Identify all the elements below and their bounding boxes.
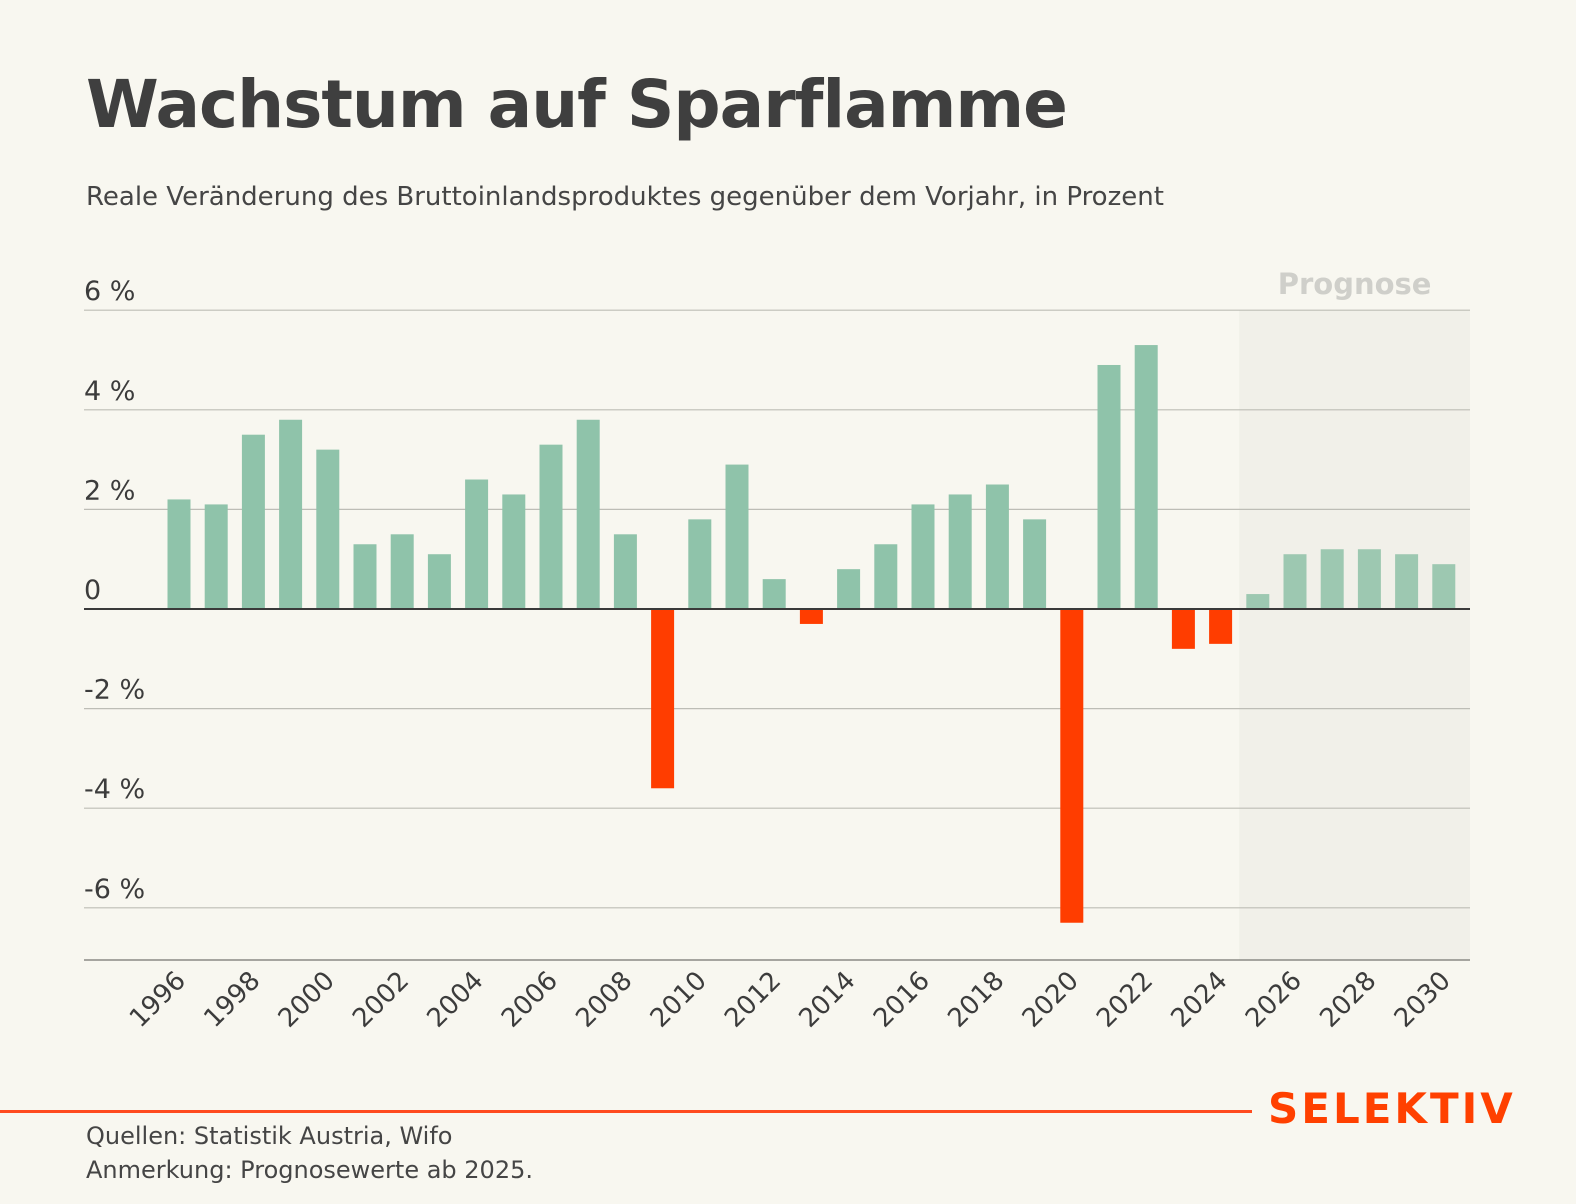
- forecast-region: [1239, 310, 1470, 960]
- bar-2022: [1134, 345, 1158, 609]
- x-tick-label: 2002: [347, 966, 415, 1034]
- bar-2026: [1283, 554, 1307, 609]
- bar-2018: [985, 484, 1009, 609]
- bar-2017: [948, 494, 972, 609]
- bar-1998: [241, 434, 265, 609]
- bar-2013: [799, 609, 823, 624]
- chart-title: Wachstum auf Sparflamme: [86, 66, 1068, 143]
- x-tick-label: 2004: [422, 966, 490, 1034]
- bar-2019: [1023, 519, 1047, 609]
- x-tick-label: 2020: [1017, 966, 1085, 1034]
- sources-note: Quellen: Statistik Austria, Wifo: [86, 1122, 453, 1150]
- bar-2021: [1097, 364, 1121, 609]
- bar-2001: [353, 544, 377, 609]
- x-tick-label: 2008: [570, 966, 638, 1034]
- y-tick-label: -6 %: [84, 874, 145, 905]
- y-tick-label: 2 %: [84, 475, 135, 506]
- x-tick-label: 2022: [1091, 966, 1159, 1034]
- forecast-note: Anmerkung: Prognosewerte ab 2025.: [86, 1156, 533, 1184]
- x-tick-label: 2000: [273, 966, 341, 1034]
- chart-subtitle: Reale Veränderung des Bruttoinlandsprodu…: [86, 182, 1164, 212]
- bar-2025: [1246, 594, 1270, 609]
- x-tick-label: 2016: [868, 966, 936, 1034]
- y-tick-label: 0: [84, 575, 101, 606]
- bar-1997: [204, 504, 228, 609]
- bar-2008: [613, 534, 637, 609]
- bar-2024: [1209, 609, 1233, 644]
- x-tick-label: 1998: [198, 966, 266, 1034]
- x-tick-label: 2010: [645, 966, 713, 1034]
- x-tick-label: 2024: [1166, 966, 1234, 1034]
- x-tick-label: 1996: [124, 966, 192, 1034]
- bar-2014: [837, 569, 861, 609]
- bar-2009: [651, 609, 675, 789]
- bars: [167, 345, 1456, 923]
- bar-1999: [279, 419, 303, 609]
- bar-2007: [576, 419, 600, 609]
- bar-2027: [1320, 549, 1344, 609]
- bar-2028: [1357, 549, 1381, 609]
- bar-2004: [465, 479, 489, 609]
- bar-chart: 6 %4 %2 %0-2 %-4 %-6 % 1996 1998 2000 2002 2…: [84, 267, 1470, 1034]
- bar-2002: [390, 534, 414, 609]
- gridlines: [84, 309, 1470, 909]
- bar-2016: [911, 504, 935, 609]
- x-tick-label: 2026: [1240, 966, 1308, 1034]
- x-tick-label: 2028: [1314, 966, 1382, 1034]
- bar-2000: [316, 449, 340, 609]
- x-tick-label: 2018: [942, 966, 1010, 1034]
- bar-1996: [167, 499, 191, 609]
- y-tick-label: 4 %: [84, 376, 135, 407]
- bar-2006: [539, 444, 563, 609]
- bar-2010: [688, 519, 712, 609]
- y-axis-ticks: 6 % 4 % 2 % 0 -2 % -4 % -6 %: [84, 276, 145, 905]
- brand-logo: SELEKTIV: [1268, 1084, 1516, 1133]
- bar-2020: [1060, 609, 1084, 923]
- bar-2023: [1171, 609, 1195, 649]
- x-tick-label: 2014: [794, 966, 862, 1034]
- bar-2005: [502, 494, 526, 609]
- footer-divider: [0, 1110, 1252, 1113]
- bar-2030: [1432, 564, 1456, 609]
- y-tick-label: 6 %: [84, 276, 135, 307]
- bar-2012: [762, 579, 786, 609]
- bar-2003: [427, 554, 451, 609]
- bar-2015: [874, 544, 898, 609]
- forecast-label: Prognose: [1278, 267, 1432, 301]
- y-tick-label: -2 %: [84, 675, 145, 706]
- x-tick-label: 2030: [1389, 966, 1457, 1034]
- x-tick-label: 2006: [496, 966, 564, 1034]
- x-tick-label: 2012: [719, 966, 787, 1034]
- x-axis-ticks: 1996 1998 2000 2002 2004 2006 2008 2010 2012 2014…: [124, 966, 1457, 1034]
- bar-2029: [1395, 554, 1419, 609]
- y-tick-label: -4 %: [84, 774, 145, 805]
- bar-2011: [725, 464, 749, 609]
